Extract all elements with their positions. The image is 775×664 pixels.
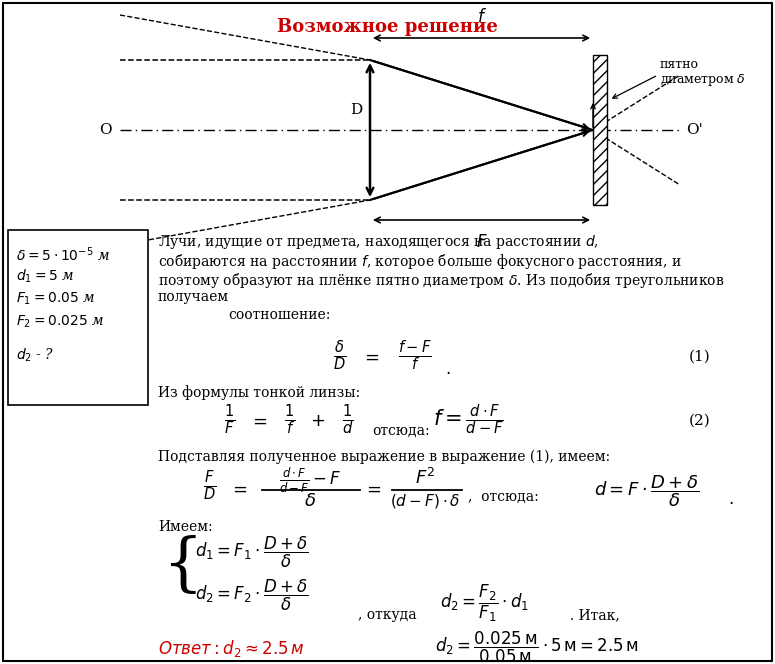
Text: $d_1 = 5$ м: $d_1 = 5$ м <box>16 268 74 286</box>
Text: $\frac{F}{D}$: $\frac{F}{D}$ <box>203 468 217 503</box>
Text: $d_2$ - ?: $d_2$ - ? <box>16 347 54 365</box>
Text: (1): (1) <box>689 350 711 364</box>
Text: ,  отсюда:: , отсюда: <box>468 490 539 504</box>
Text: $F_1 = 0.05$ м: $F_1 = 0.05$ м <box>16 291 95 307</box>
Text: $\frac{\delta}{D}$: $\frac{\delta}{D}$ <box>333 338 346 373</box>
Text: O': O' <box>686 123 703 137</box>
Text: D: D <box>350 103 362 117</box>
Text: $(d - F) \cdot \delta$: $(d - F) \cdot \delta$ <box>390 492 460 510</box>
Text: $\frac{1}{F}$: $\frac{1}{F}$ <box>224 402 236 436</box>
Text: $F^2$: $F^2$ <box>415 468 436 488</box>
Text: $\frac{d \cdot F}{d - F} - F$: $\frac{d \cdot F}{d - F} - F$ <box>279 466 341 495</box>
Text: $d_2 = \dfrac{F_2}{F_1} \cdot d_1$: $d_2 = \dfrac{F_2}{F_1} \cdot d_1$ <box>440 583 529 624</box>
Text: собираются на расстоянии $f$, которое больше фокусного расстояния, и: собираются на расстоянии $f$, которое бо… <box>158 252 682 271</box>
Text: Имеем:: Имеем: <box>158 520 212 534</box>
Text: .: . <box>728 490 733 508</box>
Text: $d = F \cdot \dfrac{D + \delta}{\delta}$: $d = F \cdot \dfrac{D + \delta}{\delta}$ <box>594 473 700 509</box>
Text: поэтому образуют на плёнке пятно диаметром $\delta$. Из подобия треугольников: поэтому образуют на плёнке пятно диаметр… <box>158 271 725 290</box>
Text: отсюда:: отсюда: <box>372 424 429 438</box>
Text: $=$: $=$ <box>249 412 267 430</box>
Text: $\delta$: $\delta$ <box>304 492 316 510</box>
Text: диаметром $\delta$: диаметром $\delta$ <box>660 72 746 88</box>
Text: {: { <box>162 535 202 596</box>
Text: $F$: $F$ <box>476 234 487 251</box>
Text: $\frac{f - F}{f}$: $\frac{f - F}{f}$ <box>398 338 432 373</box>
Text: $d_2 = \dfrac{0.025\,\text{м}}{0.05\,\text{м}} \cdot 5\,\text{м} = 2.5\,\text{м}: $d_2 = \dfrac{0.025\,\text{м}}{0.05\,\te… <box>435 630 639 664</box>
Text: соотношение:: соотношение: <box>228 308 330 322</box>
Text: Из формулы тонкой линзы:: Из формулы тонкой линзы: <box>158 385 360 400</box>
Bar <box>593 55 607 205</box>
Text: Лучи, идущие от предмета, находящегося на расстоянии $d$,: Лучи, идущие от предмета, находящегося н… <box>158 233 599 251</box>
Text: $F_2 = 0.025$ м: $F_2 = 0.025$ м <box>16 314 105 331</box>
Text: $d_1 = F_1 \cdot \dfrac{D + \delta}{\delta}$: $d_1 = F_1 \cdot \dfrac{D + \delta}{\del… <box>195 535 308 570</box>
Text: $=$: $=$ <box>363 480 381 498</box>
Text: $f$: $f$ <box>477 8 487 26</box>
Text: Подставляя полученное выражение в выражение (1), имеем:: Подставляя полученное выражение в выраже… <box>158 450 610 464</box>
Text: $\delta = 5 \cdot 10^{-5}$ м: $\delta = 5 \cdot 10^{-5}$ м <box>16 245 110 264</box>
Text: $\it{Ответ: d_2 \approx 2.5\,м}$: $\it{Ответ: d_2 \approx 2.5\,м}$ <box>158 638 305 659</box>
Text: $f = \frac{d \cdot F}{d - F}$: $f = \frac{d \cdot F}{d - F}$ <box>432 402 504 436</box>
Text: Возможное решение: Возможное решение <box>277 18 498 36</box>
Text: $\frac{1}{f}$: $\frac{1}{f}$ <box>284 402 295 436</box>
Text: $d_2 = F_2 \cdot \dfrac{D + \delta}{\delta}$: $d_2 = F_2 \cdot \dfrac{D + \delta}{\del… <box>195 578 308 614</box>
Text: $=$: $=$ <box>360 348 379 366</box>
Text: $\frac{1}{d}$: $\frac{1}{d}$ <box>343 402 353 436</box>
Text: $+$: $+$ <box>311 412 326 430</box>
Text: (2): (2) <box>689 414 711 428</box>
Text: O: O <box>99 123 112 137</box>
Text: . Итак,: . Итак, <box>570 608 620 622</box>
Text: $=$: $=$ <box>229 480 247 498</box>
Text: пятно: пятно <box>660 58 699 72</box>
Text: .: . <box>445 360 450 378</box>
Text: получаем: получаем <box>158 290 229 304</box>
Text: , откуда: , откуда <box>358 608 417 622</box>
Bar <box>8 230 148 405</box>
